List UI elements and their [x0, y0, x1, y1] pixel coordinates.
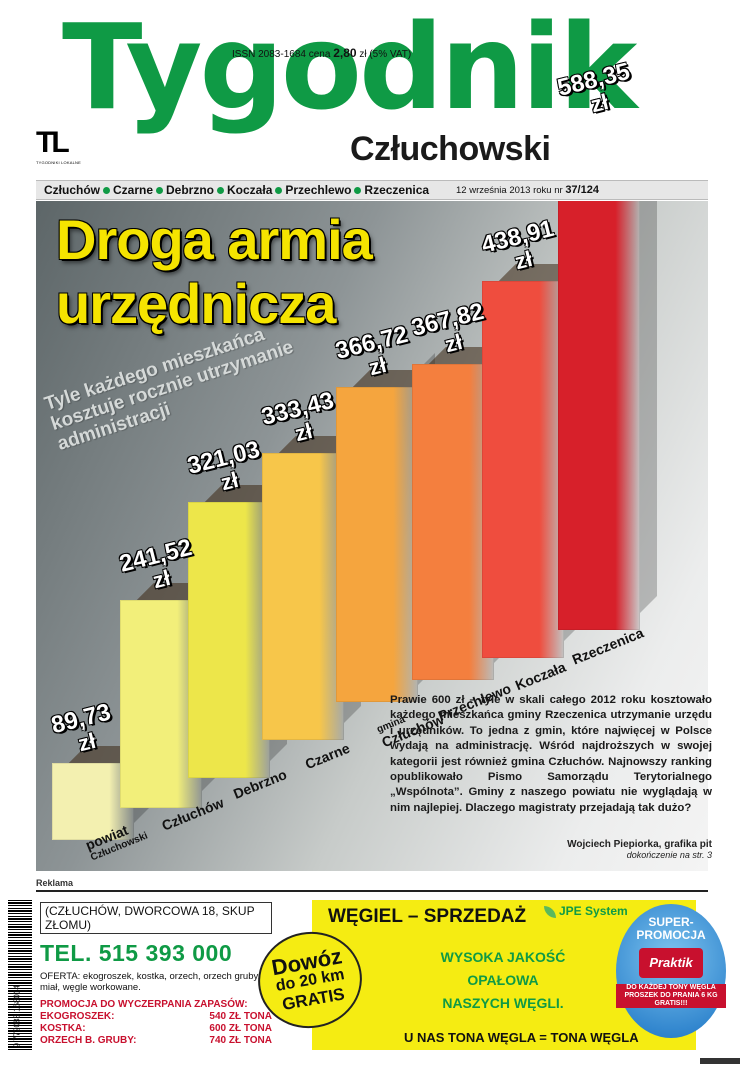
continuation-note: dokończenie na str. 3 [626, 850, 712, 860]
bar-2 [188, 501, 270, 778]
bullet-dot-icon [354, 186, 362, 194]
bar-7 [558, 201, 640, 630]
leaf-icon [544, 905, 556, 918]
ad-bottom-slogan: U NAS TONA WĘGLA = TONA WĘGLA [404, 1030, 639, 1045]
barcode-number: 9 772083 168014 [12, 985, 22, 1048]
town-5: Rzeczenica [364, 183, 430, 197]
article-byline: Wojciech Piepiorka, grafika pit dokończe… [520, 839, 712, 860]
publisher-logo-text: TL [36, 126, 70, 159]
town-0: Człuchów [44, 183, 113, 197]
town-2: Debrzno [166, 183, 227, 197]
ad-left-column: (CZŁUCHÓW, DWORCOWA 18, SKUP ZŁOMU) TEL.… [40, 902, 272, 1047]
detergent-box-icon: Praktik [639, 948, 703, 978]
article-lead: Prawie 600 zł – tyle w skali całego 2012… [390, 694, 712, 814]
bar-3 [262, 453, 344, 740]
super-promo-note: DO KAŻDEJ TONY WĘGLA PROSZEK DO PRANIA 6… [616, 984, 726, 1008]
super-promo-title: SUPER- PROMOCJA [636, 915, 706, 942]
issue-date: 12 września 2013 roku nr [456, 185, 563, 196]
issue-number: 37/124 [565, 184, 599, 196]
bar-5 [412, 363, 494, 680]
ad-address: (CZŁUCHÓW, DWORCOWA 18, SKUP ZŁOMU) [40, 902, 272, 934]
issn-price: ISSN 2083-1684 cena 2,80 zł (5% VAT) [232, 46, 411, 60]
bullet-dot-icon [217, 186, 225, 194]
ad-offer: OFERTA: ekogroszek, kostka, orzech, orze… [40, 971, 261, 993]
publisher-logo-sub: TYGODNIKI LOKALNE [36, 160, 81, 165]
ad-headline: WĘGIEL – SPRZEDAŻ [328, 906, 527, 927]
price-suffix: zł (5% VAT) [359, 49, 412, 60]
masthead-title: Tygodnik [62, 0, 637, 136]
town-bar: Człuchów Czarne Debrzno Koczała Przechle… [36, 180, 708, 200]
ad-price-row: ORZECH B. GRUBY: 740 ZŁ TONA [40, 1035, 272, 1046]
cover-headline: Droga armia urzędnicza [56, 208, 373, 336]
bar-4 [336, 386, 418, 702]
town-1: Czarne [113, 183, 166, 197]
footer-strip [700, 1058, 740, 1064]
bullet-dot-icon [103, 186, 110, 194]
headline-line-2: urzędnicza [56, 272, 336, 335]
ad-price-row: KOSTKA: 600 ZŁ TONA [40, 1023, 272, 1034]
bullet-dot-icon [275, 186, 283, 194]
ad-phone: TEL. 515 393 000 [40, 940, 233, 966]
town-3: Koczała [227, 183, 285, 197]
publisher-logo: TL TYGODNIKI LOKALNE [36, 128, 84, 168]
bar-side-7 [640, 201, 657, 614]
bar-6 [482, 280, 564, 658]
ad-promo-title: PROMOCJA DO WYCZERPANIA ZAPASÓW: [40, 999, 248, 1010]
ad-brand: JPE System [544, 904, 628, 918]
cover-art [36, 201, 708, 871]
ad-label: Reklama [36, 878, 74, 888]
super-promo-badge: SUPER- PROMOCJA Praktik DO KAŻDEJ TONY WĘ… [616, 904, 726, 1038]
ad-quality: WYSOKA JAKOŚĆ OPAŁOWA NASZYCH WĘGLI. [440, 949, 566, 1011]
issn-text: ISSN 2083-1684 cena [232, 49, 331, 60]
ad-price-row: EKOGROSZEK: 540 ZŁ TONA [40, 1011, 272, 1022]
masthead-subtitle: Człuchowski [350, 130, 551, 168]
byline-author: Wojciech Piepiorka, grafika pit [567, 839, 712, 850]
town-4: Przechlewo [285, 183, 364, 197]
price-value: 2,80 [333, 46, 357, 60]
coal-advertisement: (CZŁUCHÓW, DWORCOWA 18, SKUP ZŁOMU) TEL.… [36, 890, 708, 1058]
bullet-dot-icon [156, 186, 164, 194]
barcode [8, 900, 32, 1050]
issue-info: 12 września 2013 roku nr 37/124 [456, 184, 599, 196]
headline-line-1: Droga armia [56, 208, 373, 271]
